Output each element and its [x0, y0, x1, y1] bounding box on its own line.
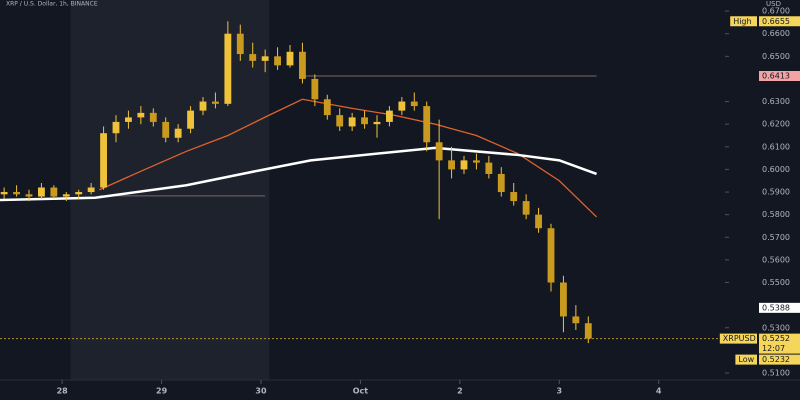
chart-title: XRP / U.S. Dollar, 1h, BINANCE — [6, 1, 98, 8]
axis-unit: USD — [766, 0, 781, 8]
candle-body — [224, 33, 232, 104]
candle-body — [373, 121, 381, 125]
y-tick-label: 0.5700 — [762, 233, 790, 242]
candle-body — [560, 282, 567, 317]
candle-body — [174, 128, 182, 138]
candle-body — [535, 214, 542, 229]
x-tick-label: 28 — [57, 387, 69, 396]
candle-body — [323, 99, 331, 116]
x-tick-label: 2 — [457, 387, 463, 396]
candle-body — [236, 33, 244, 55]
price-label: 0.5388 — [762, 303, 790, 312]
candle-body — [50, 187, 58, 197]
candle-body — [125, 117, 132, 122]
y-tick-label: 0.6200 — [762, 120, 790, 129]
price-label-box — [759, 354, 800, 365]
candle-body — [572, 316, 580, 324]
x-tick-label: 29 — [156, 387, 168, 396]
moving-average — [0, 146, 597, 202]
price-tag-box — [735, 354, 757, 365]
price-label: 0.5252 — [762, 334, 790, 343]
price-label: 0.6413 — [762, 72, 790, 81]
y-tick-label: 0.5500 — [762, 278, 790, 287]
price-label-box — [759, 333, 800, 354]
candle-body — [286, 51, 294, 66]
candle-body — [274, 56, 281, 66]
candle-body — [423, 106, 431, 143]
candle-body — [75, 192, 83, 195]
y-tick-label: 0.5600 — [762, 255, 790, 264]
candle-body — [249, 54, 257, 61]
x-tick-label: 4 — [656, 387, 662, 396]
moving-average — [99, 98, 598, 218]
candle-body — [212, 101, 219, 104]
y-tick-label: 0.6500 — [762, 52, 790, 61]
candle-body — [311, 78, 319, 100]
candle-body — [0, 192, 8, 195]
candle-body — [361, 117, 368, 125]
price-tag-box — [719, 333, 757, 344]
x-tick-label: Oct — [353, 387, 369, 396]
price-label-box — [759, 71, 800, 81]
candle-body — [336, 115, 344, 127]
y-tick-label: 0.5900 — [762, 188, 790, 197]
candle-body — [547, 228, 555, 283]
plot-area — [0, 0, 725, 380]
candle-body — [584, 323, 592, 339]
candle-body — [162, 121, 170, 138]
shaded-region — [70, 0, 270, 380]
candle-body — [522, 201, 530, 215]
price-tag: High — [733, 17, 751, 26]
candle-body — [199, 101, 207, 111]
candle-body — [62, 194, 70, 197]
candle-body — [187, 110, 194, 129]
price-label-time: 12:07 — [762, 344, 785, 353]
candle-body — [137, 112, 145, 118]
candle-body — [87, 187, 95, 193]
candle-body — [473, 160, 480, 163]
price-label: 0.6655 — [762, 17, 790, 26]
x-tick-label: 3 — [556, 387, 562, 396]
candle-body — [149, 112, 157, 122]
candle-body — [299, 51, 306, 79]
candle-body — [112, 121, 120, 134]
price-tag: XRPUSD — [723, 334, 756, 343]
candle-body — [100, 133, 107, 188]
y-tick-label: 0.6600 — [762, 29, 790, 38]
candle-body — [38, 187, 45, 197]
price-tag: Low — [738, 355, 754, 364]
price-label: 0.5232 — [762, 355, 790, 364]
candle-body — [448, 160, 455, 170]
candle-body — [13, 192, 20, 195]
y-tick-label: 0.6100 — [762, 142, 790, 151]
price-label-box — [759, 16, 800, 27]
candle-body — [510, 192, 518, 202]
candle-body — [261, 56, 269, 61]
candle-body — [386, 110, 393, 122]
candle-body — [348, 117, 356, 127]
candle-body — [398, 101, 406, 111]
y-tick-label: 0.6300 — [762, 97, 790, 106]
y-tick-label: 0.6000 — [762, 165, 790, 174]
y-tick-label: 0.6700 — [762, 7, 790, 16]
candle-body — [25, 194, 33, 197]
candle-body — [410, 101, 418, 107]
candle-body — [485, 162, 493, 174]
candle-body — [435, 142, 443, 161]
candle-body — [460, 160, 468, 170]
price-tag-box — [730, 16, 757, 27]
y-tick-label: 0.5300 — [762, 323, 790, 332]
y-tick-label: 0.5100 — [762, 368, 790, 377]
x-tick-label: 30 — [255, 387, 267, 396]
candle-body — [497, 173, 505, 193]
price-label-box — [759, 302, 800, 313]
y-tick-label: 0.5800 — [762, 210, 790, 219]
